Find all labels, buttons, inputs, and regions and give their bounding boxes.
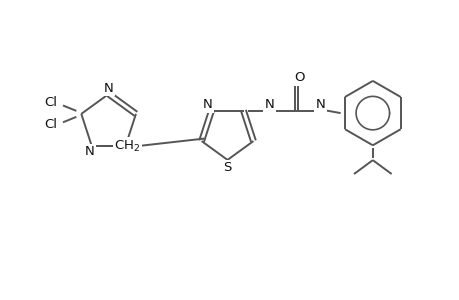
Text: N: N xyxy=(264,98,274,111)
Text: O: O xyxy=(293,71,303,84)
Text: CH$_2$: CH$_2$ xyxy=(114,138,140,154)
Text: N: N xyxy=(315,98,325,111)
Text: N: N xyxy=(104,82,113,94)
Text: N: N xyxy=(84,146,94,158)
Text: S: S xyxy=(223,161,231,174)
Text: Cl: Cl xyxy=(44,118,57,131)
Text: Cl: Cl xyxy=(44,97,57,110)
Text: N: N xyxy=(202,98,212,111)
